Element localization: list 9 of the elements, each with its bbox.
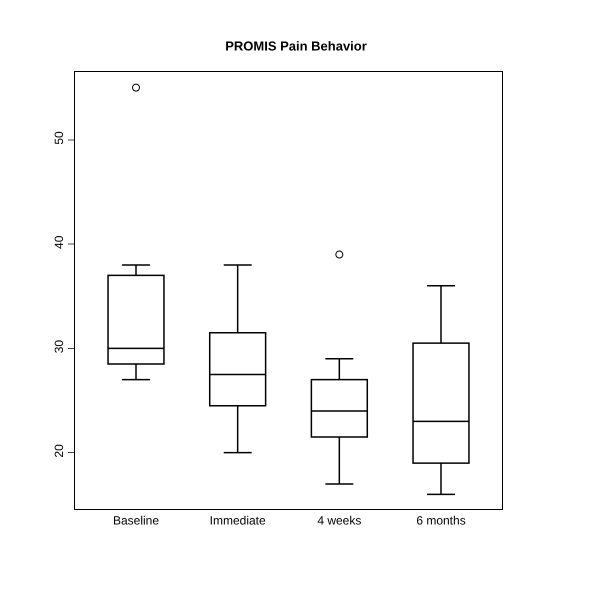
- x-tick-label: 6 months: [416, 513, 466, 528]
- y-tick-label: 30: [52, 340, 66, 354]
- y-tick-label: 40: [52, 235, 66, 249]
- x-tick-label: 4 weeks: [317, 513, 362, 528]
- x-tick-label: Baseline: [112, 513, 160, 528]
- y-tick-label: 20: [52, 444, 66, 458]
- x-tick-label: Immediate: [210, 513, 266, 528]
- chart-title: PROMIS Pain Behavior: [225, 38, 367, 54]
- y-tick-label: 50: [52, 130, 66, 145]
